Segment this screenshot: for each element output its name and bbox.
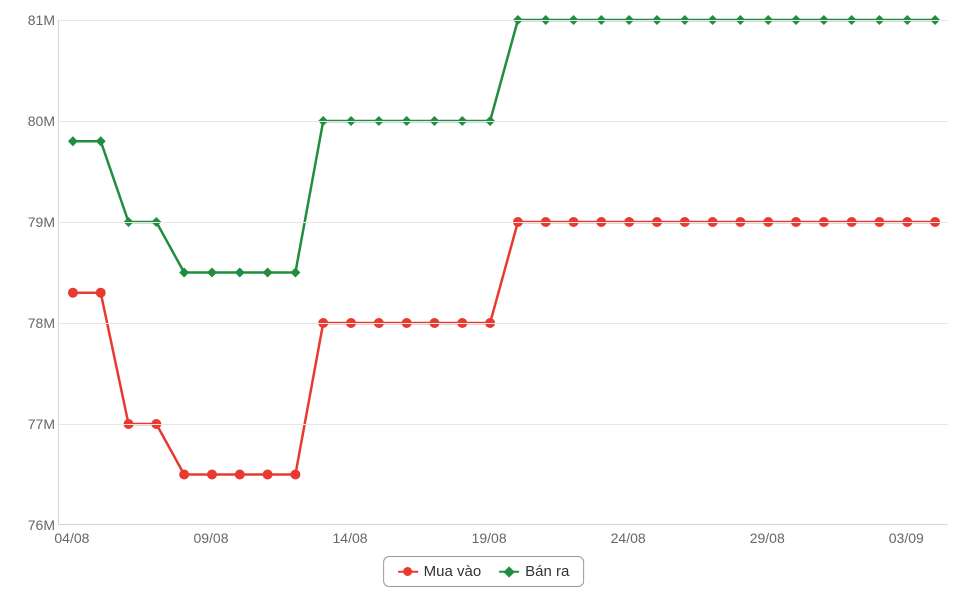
gridline (59, 20, 948, 21)
legend-item-mua-vao[interactable]: Mua vào (398, 563, 482, 580)
y-axis-label: 80M (15, 113, 55, 129)
x-axis-label: 03/09 (889, 530, 924, 546)
y-axis-label: 76M (15, 517, 55, 533)
x-axis-label: 19/08 (472, 530, 507, 546)
price-chart: Mua vào Bán ra 76M 77M 78M 79M 80M 81M 04/08 09… (10, 10, 957, 593)
data-point-diamond[interactable] (96, 136, 106, 146)
legend-item-ban-ra[interactable]: Bán ra (499, 563, 569, 580)
data-point-circle[interactable] (68, 288, 78, 298)
data-point-diamond[interactable] (263, 268, 273, 278)
plot-area (58, 20, 948, 525)
x-axis-label: 24/08 (611, 530, 646, 546)
legend-label: Bán ra (525, 563, 569, 580)
data-point-diamond[interactable] (179, 268, 189, 278)
gridline (59, 222, 948, 223)
series-line (73, 222, 935, 475)
x-axis-label: 14/08 (333, 530, 368, 546)
diamond-icon (504, 566, 515, 577)
series-line (73, 20, 935, 273)
data-point-circle[interactable] (207, 470, 217, 480)
y-axis-label: 79M (15, 214, 55, 230)
legend-marker-diamond (499, 567, 519, 577)
data-point-circle[interactable] (179, 470, 189, 480)
circle-icon (403, 567, 412, 576)
y-axis-label: 77M (15, 416, 55, 432)
y-axis-label: 78M (15, 315, 55, 331)
data-point-circle[interactable] (263, 470, 273, 480)
chart-svg (59, 20, 948, 524)
data-point-diamond[interactable] (235, 268, 245, 278)
data-point-circle[interactable] (96, 288, 106, 298)
gridline (59, 323, 948, 324)
gridline (59, 121, 948, 122)
x-axis-label: 09/08 (193, 530, 228, 546)
x-axis-label: 04/08 (54, 530, 89, 546)
data-point-diamond[interactable] (290, 268, 300, 278)
data-point-diamond[interactable] (68, 136, 78, 146)
data-point-circle[interactable] (235, 470, 245, 480)
data-point-circle[interactable] (290, 470, 300, 480)
legend-label: Mua vào (424, 563, 482, 580)
gridline (59, 424, 948, 425)
data-point-diamond[interactable] (207, 268, 217, 278)
legend-marker-circle (398, 567, 418, 577)
legend: Mua vào Bán ra (383, 556, 585, 587)
y-axis-label: 81M (15, 12, 55, 28)
x-axis-label: 29/08 (750, 530, 785, 546)
